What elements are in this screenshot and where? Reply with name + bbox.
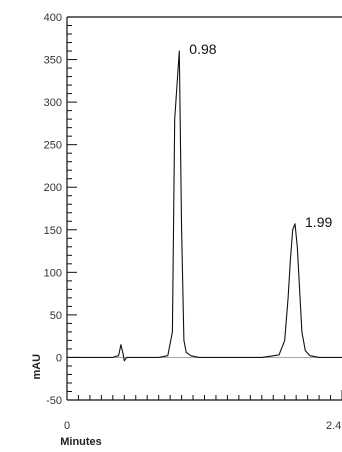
y-tick-label: 300	[44, 97, 62, 109]
y-tick-label: 100	[44, 267, 62, 279]
x-axis-title: Minutes	[60, 436, 102, 448]
y-tick-label: -50	[46, 395, 62, 407]
y-tick-label: 0	[56, 352, 62, 364]
y-tick-label: 350	[44, 55, 62, 67]
chromatogram-trace-0	[67, 50, 342, 362]
x-tick-label: 2.4	[326, 420, 341, 432]
x-tick-label: 0	[64, 420, 70, 432]
peak-label-0: 0.98	[189, 41, 216, 57]
y-axis-title: mAU	[31, 354, 43, 380]
y-tick-label: 50	[50, 310, 62, 322]
y-tick-label: 250	[44, 140, 62, 152]
y-tick-label: 200	[44, 182, 62, 194]
y-tick-label: 150	[44, 225, 62, 237]
y-tick-label: 400	[44, 12, 62, 24]
peak-label-1: 1.99	[305, 214, 332, 230]
